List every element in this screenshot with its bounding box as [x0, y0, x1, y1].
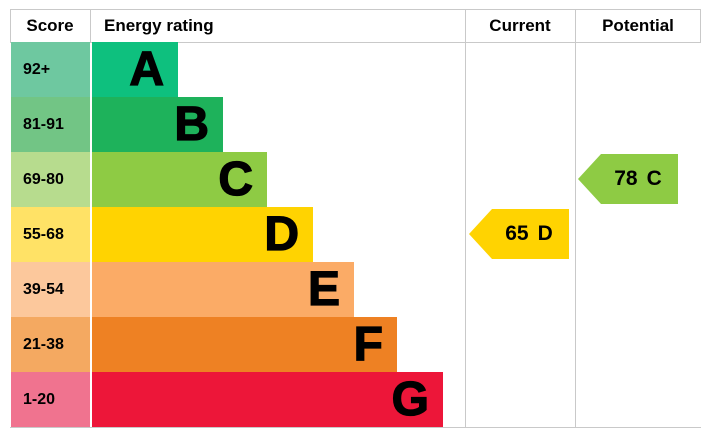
band-letter-a: A: [129, 42, 165, 96]
band-row-f: 21-38 F: [0, 317, 709, 372]
potential-column-divider: [575, 9, 576, 427]
current-rating-arrow: 65 D: [469, 209, 569, 259]
band-bar-b: B: [92, 97, 223, 152]
table-top-border: [10, 9, 701, 10]
band-score-range-e: 39-54: [11, 262, 90, 317]
band-row-b: 81-91 B: [0, 97, 709, 152]
potential-rating-value: 78: [614, 167, 638, 190]
band-score-range-a: 92+: [11, 42, 90, 97]
band-bar-e: E: [92, 262, 354, 317]
table-bottom-border: [10, 427, 701, 428]
band-score-range-g: 1-20: [11, 372, 90, 427]
band-score-range-d: 55-68: [11, 207, 90, 262]
score-column-divider: [90, 9, 91, 42]
band-bar-g: G: [92, 372, 443, 427]
current-rating-band-letter: D: [537, 222, 553, 245]
potential-rating-band-letter: C: [646, 167, 662, 190]
band-letter-b: B: [174, 97, 210, 151]
band-row-g: 1-20 G: [0, 372, 709, 427]
band-row-e: 39-54 E: [0, 262, 709, 317]
band-row-d: 55-68 D: [0, 207, 709, 262]
band-score-range-f: 21-38: [11, 317, 90, 372]
current-column-divider: [465, 9, 466, 427]
energy-rating-column-header: Energy rating: [104, 16, 214, 35]
table-right-border: [700, 9, 701, 42]
table-left-border: [10, 9, 11, 42]
score-column-header: Score: [26, 16, 74, 35]
band-score-range-c: 69-80: [11, 152, 90, 207]
band-row-c: 69-80 C: [0, 152, 709, 207]
band-bar-a: A: [92, 42, 178, 97]
potential-column-header: Potential: [602, 16, 674, 35]
band-bar-c: C: [92, 152, 267, 207]
current-column-header: Current: [489, 16, 551, 35]
band-letter-e: E: [307, 262, 340, 316]
band-bar-f: F: [92, 317, 397, 372]
band-row-a: 92+ A: [0, 42, 709, 97]
band-letter-f: F: [353, 317, 384, 371]
band-letter-c: C: [218, 152, 254, 206]
band-letter-d: D: [264, 207, 300, 261]
band-letter-g: G: [391, 372, 430, 426]
band-score-range-b: 81-91: [11, 97, 90, 152]
header-bottom-border: [10, 42, 701, 43]
current-rating-value: 65: [505, 222, 529, 245]
potential-rating-arrow: 78 C: [578, 154, 678, 204]
band-bar-d: D: [92, 207, 313, 262]
